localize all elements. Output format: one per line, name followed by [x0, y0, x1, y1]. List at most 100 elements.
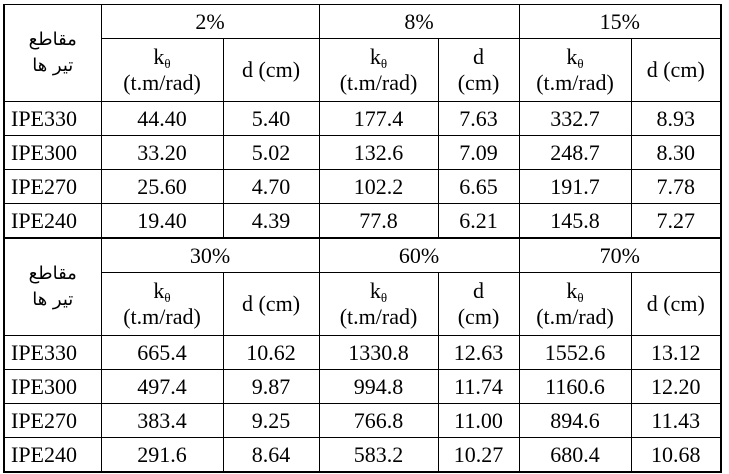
- row-name: IPE330: [3, 335, 102, 370]
- corner-header: مقاطع تیر ها: [3, 4, 102, 102]
- cell: 12.63: [437, 335, 520, 370]
- symbol: k: [153, 44, 165, 69]
- sub-header: d (cm): [630, 272, 722, 336]
- subscript: θ: [380, 290, 388, 305]
- row-name: IPE270: [3, 403, 102, 438]
- cell: 5.02: [222, 135, 320, 170]
- row-name: IPE240: [3, 437, 102, 473]
- cell: 132.6: [318, 135, 439, 170]
- cell: 11.43: [630, 403, 722, 438]
- sub-header: d (cm): [437, 38, 520, 102]
- group-header: 30%: [100, 237, 320, 273]
- unit: (t.m/rad): [123, 70, 201, 95]
- sub-header-text: d (cm): [646, 291, 705, 316]
- sub-header: kθ (t.m/rad): [100, 272, 224, 336]
- sub-header: kθ (t.m/rad): [318, 38, 439, 102]
- cell: 77.8: [318, 203, 439, 239]
- subscript: θ: [380, 56, 388, 71]
- sub-header-row: kθ (t.m/rad) d (cm) kθ (t.m/rad) d (cm) kθ (t.m…: [4, 38, 722, 102]
- data-table: مقاطع تیر ها 2% 8% 15% kθ (t.m/rad) d (cm) kθ (t.…: [3, 4, 722, 473]
- corner-header: مقاطع تیر ها: [3, 237, 102, 336]
- group-header: 2%: [100, 4, 320, 39]
- cell: 680.4: [518, 437, 632, 473]
- cell: 994.8: [318, 369, 439, 404]
- row-name: IPE300: [3, 369, 102, 404]
- cell: 33.20: [100, 135, 224, 170]
- cell: 19.40: [100, 203, 224, 239]
- cell: 10.62: [222, 335, 320, 370]
- data-row: IPE240 291.6 8.64 583.2 10.27 680.4 10.68: [3, 437, 722, 473]
- cell: 665.4: [100, 335, 224, 370]
- data-row: IPE330 665.4 10.62 1330.8 12.63 1552.6 13.12: [3, 335, 722, 370]
- unit: (t.m/rad): [123, 304, 201, 329]
- sub-header-text: d (cm): [241, 291, 301, 316]
- cell: 9.87: [222, 369, 320, 404]
- data-row: IPE300 33.20 5.02 132.6 7.09 248.7 8.30: [3, 135, 722, 170]
- cell: 8.93: [630, 101, 722, 136]
- group-header: 70%: [518, 237, 722, 273]
- cell: 583.2: [318, 437, 439, 473]
- cell: 11.74: [437, 369, 520, 404]
- cell: 383.4: [100, 403, 224, 438]
- cell: 7.27: [630, 203, 722, 239]
- group-header-row: مقاطع تیر ها 2% 8% 15%: [3, 4, 722, 102]
- sub-header: d (cm): [630, 38, 722, 102]
- group-header-row: مقاطع تیر ها 30% 60% 70%: [3, 237, 722, 336]
- row-name: IPE270: [3, 169, 102, 204]
- sub-header-text: d (cm): [241, 57, 301, 82]
- cell: 1160.6: [518, 369, 632, 404]
- sub-header: d (cm): [222, 272, 320, 336]
- cell: 5.40: [222, 101, 320, 136]
- sub-header: d (cm): [437, 272, 520, 336]
- cell: 291.6: [100, 437, 224, 473]
- group-header: 8%: [318, 4, 520, 39]
- row-name: IPE240: [3, 203, 102, 239]
- cell: 12.20: [630, 369, 722, 404]
- cell: 766.8: [318, 403, 439, 438]
- data-row: IPE270 383.4 9.25 766.8 11.00 894.6 11.43: [3, 403, 722, 438]
- cell: 13.12: [630, 335, 722, 370]
- data-row: IPE330 44.40 5.40 177.4 7.63 332.7 8.93: [3, 101, 722, 136]
- data-row: IPE270 25.60 4.70 102.2 6.65 191.7 7.78: [3, 169, 722, 204]
- data-row: IPE300 497.4 9.87 994.8 11.74 1160.6 12.20: [3, 369, 722, 404]
- data-row: IPE240 19.40 4.39 77.8 6.21 145.8 7.27: [3, 203, 722, 239]
- subscript: θ: [577, 290, 584, 305]
- symbol: k: [369, 278, 381, 303]
- cell: 9.25: [222, 403, 320, 438]
- cell: 894.6: [518, 403, 632, 438]
- sub-header-text: d (cm): [457, 278, 500, 329]
- cell: 332.7: [518, 101, 632, 136]
- cell: 7.09: [437, 135, 520, 170]
- unit: (t.m/rad): [339, 304, 418, 329]
- corner-line: تیر ها: [32, 55, 74, 76]
- cell: 8.64: [222, 437, 320, 473]
- symbol: k: [153, 278, 165, 303]
- cell: 10.68: [630, 437, 722, 473]
- cell: 6.65: [437, 169, 520, 204]
- cell: 145.8: [518, 203, 632, 239]
- cell: 11.00: [437, 403, 520, 438]
- cell: 44.40: [100, 101, 224, 136]
- cell: 497.4: [100, 369, 224, 404]
- cell: 4.70: [222, 169, 320, 204]
- cell: 7.63: [437, 101, 520, 136]
- subscript: θ: [577, 56, 584, 71]
- cell: 177.4: [318, 101, 439, 136]
- row-name: IPE300: [3, 135, 102, 170]
- symbol: k: [566, 44, 578, 69]
- unit: (t.m/rad): [536, 304, 614, 329]
- cell: 6.21: [437, 203, 520, 239]
- cell: 25.60: [100, 169, 224, 204]
- unit: (t.m/rad): [536, 70, 614, 95]
- sub-header: kθ (t.m/rad): [318, 272, 439, 336]
- cell: 7.78: [630, 169, 722, 204]
- symbol: k: [369, 44, 381, 69]
- cell: 102.2: [318, 169, 439, 204]
- subscript: θ: [164, 290, 171, 305]
- cell: 248.7: [518, 135, 632, 170]
- corner-line: مقاطع: [28, 263, 77, 284]
- corner-line: تیر ها: [32, 289, 74, 310]
- subscript: θ: [164, 56, 171, 71]
- group-header: 15%: [518, 4, 722, 39]
- sub-header-text: d (cm): [646, 57, 705, 82]
